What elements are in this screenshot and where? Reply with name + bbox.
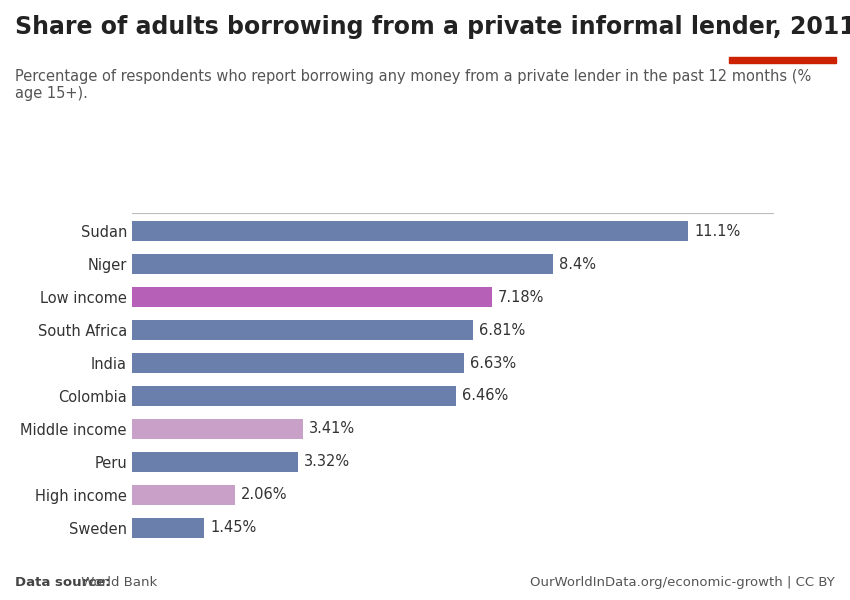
Text: Percentage of respondents who report borrowing any money from a private lender i: Percentage of respondents who report bor… (15, 69, 812, 101)
Text: Our World: Our World (749, 19, 816, 32)
Text: 6.81%: 6.81% (479, 323, 525, 338)
Bar (132, 518, 205, 538)
Text: 6.46%: 6.46% (462, 388, 508, 403)
Bar (132, 386, 456, 406)
Bar (132, 353, 464, 373)
Text: 2.06%: 2.06% (241, 487, 287, 502)
Bar (132, 452, 298, 472)
Text: OurWorldInData.org/economic-growth | CC BY: OurWorldInData.org/economic-growth | CC … (530, 576, 835, 589)
Bar (132, 419, 303, 439)
Text: 8.4%: 8.4% (559, 257, 596, 272)
Bar (132, 485, 235, 505)
Text: Share of adults borrowing from a private informal lender, 2011: Share of adults borrowing from a private… (15, 15, 850, 39)
Text: in Data: in Data (758, 37, 807, 50)
Bar (132, 254, 552, 274)
Text: 6.63%: 6.63% (470, 356, 516, 371)
Text: Data source:: Data source: (15, 576, 110, 589)
Text: 3.32%: 3.32% (304, 454, 350, 469)
Text: World Bank: World Bank (77, 576, 157, 589)
Text: 1.45%: 1.45% (211, 520, 257, 535)
Text: 3.41%: 3.41% (309, 421, 354, 436)
Text: 7.18%: 7.18% (498, 290, 544, 305)
Bar (132, 287, 492, 307)
Bar (132, 221, 688, 241)
Bar (132, 320, 473, 340)
Text: 11.1%: 11.1% (694, 224, 740, 239)
Bar (729, 57, 836, 63)
